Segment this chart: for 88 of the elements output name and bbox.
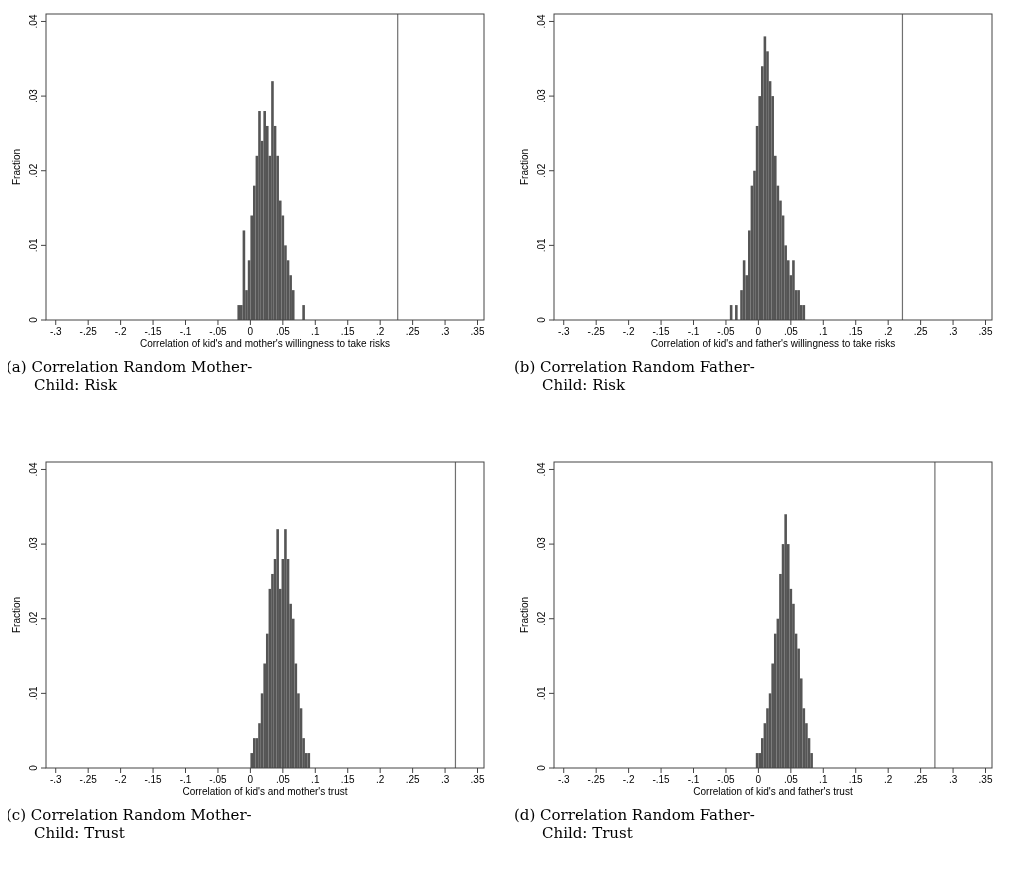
y-tick-label: .02 <box>536 611 547 626</box>
x-tick-label: -.15 <box>144 774 163 785</box>
y-tick-label: 0 <box>28 316 39 323</box>
x-tick-label: .1 <box>819 774 828 785</box>
x-tick-label: -.2 <box>622 774 635 785</box>
x-tick-label: 0 <box>755 774 762 785</box>
x-tick-label: .3 <box>440 774 450 785</box>
x-tick-label: -.05 <box>209 774 228 785</box>
x-tick-label: .05 <box>275 326 291 337</box>
text: (c) Correlation Random Mother-Child: Trust <box>6 806 252 842</box>
y-tick-label: 0 <box>536 316 547 323</box>
x-tick-label: .35 <box>470 326 485 337</box>
y-tick-label: .02 <box>28 163 39 178</box>
x-tick-label: -.1 <box>687 774 700 785</box>
x-tick-label: -.1 <box>687 326 700 337</box>
y-tick-label: .03 <box>536 88 547 104</box>
x-tick-label: -.1 <box>179 774 192 785</box>
text: (b) Correlation Random Father-Child: Risk <box>514 358 755 394</box>
x-tick-label: .35 <box>978 774 993 785</box>
x-tick-label: .1 <box>819 326 828 337</box>
x-tick-label: .1 <box>311 326 320 337</box>
y-axis-title: Fraction <box>11 148 22 186</box>
x-axis-title: Correlation of kid's and mother's willingness to take risks <box>139 338 391 349</box>
x-tick-label: .2 <box>884 326 893 337</box>
y-tick-label: 0 <box>536 764 547 771</box>
x-axis-title: Correlation of kid's and father's trust <box>693 786 853 797</box>
x-tick-label: 0 <box>247 326 254 337</box>
x-tick-label: .35 <box>978 326 993 337</box>
x-tick-label: .25 <box>913 774 929 785</box>
x-tick-label: 0 <box>755 326 762 337</box>
x-tick-label: -.1 <box>179 326 192 337</box>
text: (d) Correlation Random Father-Child: Trust <box>514 806 755 842</box>
x-tick-label: .3 <box>948 326 958 337</box>
y-tick-label: .02 <box>536 163 547 178</box>
x-axis-title: Correlation of kid's and mother's trust <box>182 786 348 797</box>
x-tick-label: -.25 <box>587 774 606 785</box>
x-axis-title: Correlation of kid's and father's willingness to take risks <box>650 338 896 349</box>
x-tick-label: .2 <box>376 774 385 785</box>
x-tick-label: -.2 <box>114 774 127 785</box>
x-tick-label: .25 <box>405 326 421 337</box>
x-tick-label: .15 <box>340 326 356 337</box>
x-tick-label: -.15 <box>144 326 163 337</box>
x-tick-label: .05 <box>783 774 799 785</box>
x-tick-label: -.3 <box>49 326 63 337</box>
y-tick-label: .03 <box>28 88 39 104</box>
x-tick-label: -.2 <box>114 326 127 337</box>
y-tick-label: .01 <box>28 237 39 253</box>
x-tick-label: .35 <box>470 774 485 785</box>
x-tick-label: -.05 <box>717 774 736 785</box>
x-tick-label: .15 <box>340 774 356 785</box>
x-tick-label: -.15 <box>652 774 671 785</box>
x-tick-label: -.3 <box>557 774 571 785</box>
x-tick-label: .25 <box>913 326 929 337</box>
x-tick-label: .2 <box>884 774 893 785</box>
text: (a) Correlation Random Mother-Child: Risk <box>6 358 253 394</box>
x-tick-label: .2 <box>376 326 385 337</box>
x-tick-label: -.25 <box>79 326 98 337</box>
x-tick-label: 0 <box>247 774 254 785</box>
x-tick-label: .05 <box>275 774 291 785</box>
y-tick-label: .04 <box>28 462 39 477</box>
y-tick-label: .03 <box>536 536 547 552</box>
y-tick-label: 0 <box>28 764 39 771</box>
x-tick-label: -.2 <box>622 326 635 337</box>
x-tick-label: .15 <box>848 326 864 337</box>
x-tick-label: .25 <box>405 774 421 785</box>
x-tick-label: .3 <box>948 774 958 785</box>
x-tick-label: -.3 <box>557 326 571 337</box>
y-tick-label: .04 <box>28 14 39 29</box>
y-tick-label: .01 <box>28 685 39 701</box>
x-tick-label: .3 <box>440 326 450 337</box>
x-tick-label: -.05 <box>717 326 736 337</box>
x-tick-label: -.05 <box>209 326 228 337</box>
y-tick-label: .03 <box>28 536 39 552</box>
x-tick-label: -.15 <box>652 326 671 337</box>
y-axis-title: Fraction <box>11 596 22 634</box>
y-tick-label: .01 <box>536 685 547 701</box>
y-tick-label: .01 <box>536 237 547 253</box>
x-tick-label: -.25 <box>79 774 98 785</box>
y-tick-label: .04 <box>536 14 547 29</box>
y-tick-label: .02 <box>28 611 39 626</box>
x-tick-label: .05 <box>783 326 799 337</box>
y-tick-label: .04 <box>536 462 547 477</box>
x-tick-label: .15 <box>848 774 864 785</box>
y-axis-title: Fraction <box>519 148 530 186</box>
y-axis-title: Fraction <box>519 596 530 634</box>
x-tick-label: .1 <box>311 774 320 785</box>
x-tick-label: -.25 <box>587 326 606 337</box>
x-tick-label: -.3 <box>49 774 63 785</box>
